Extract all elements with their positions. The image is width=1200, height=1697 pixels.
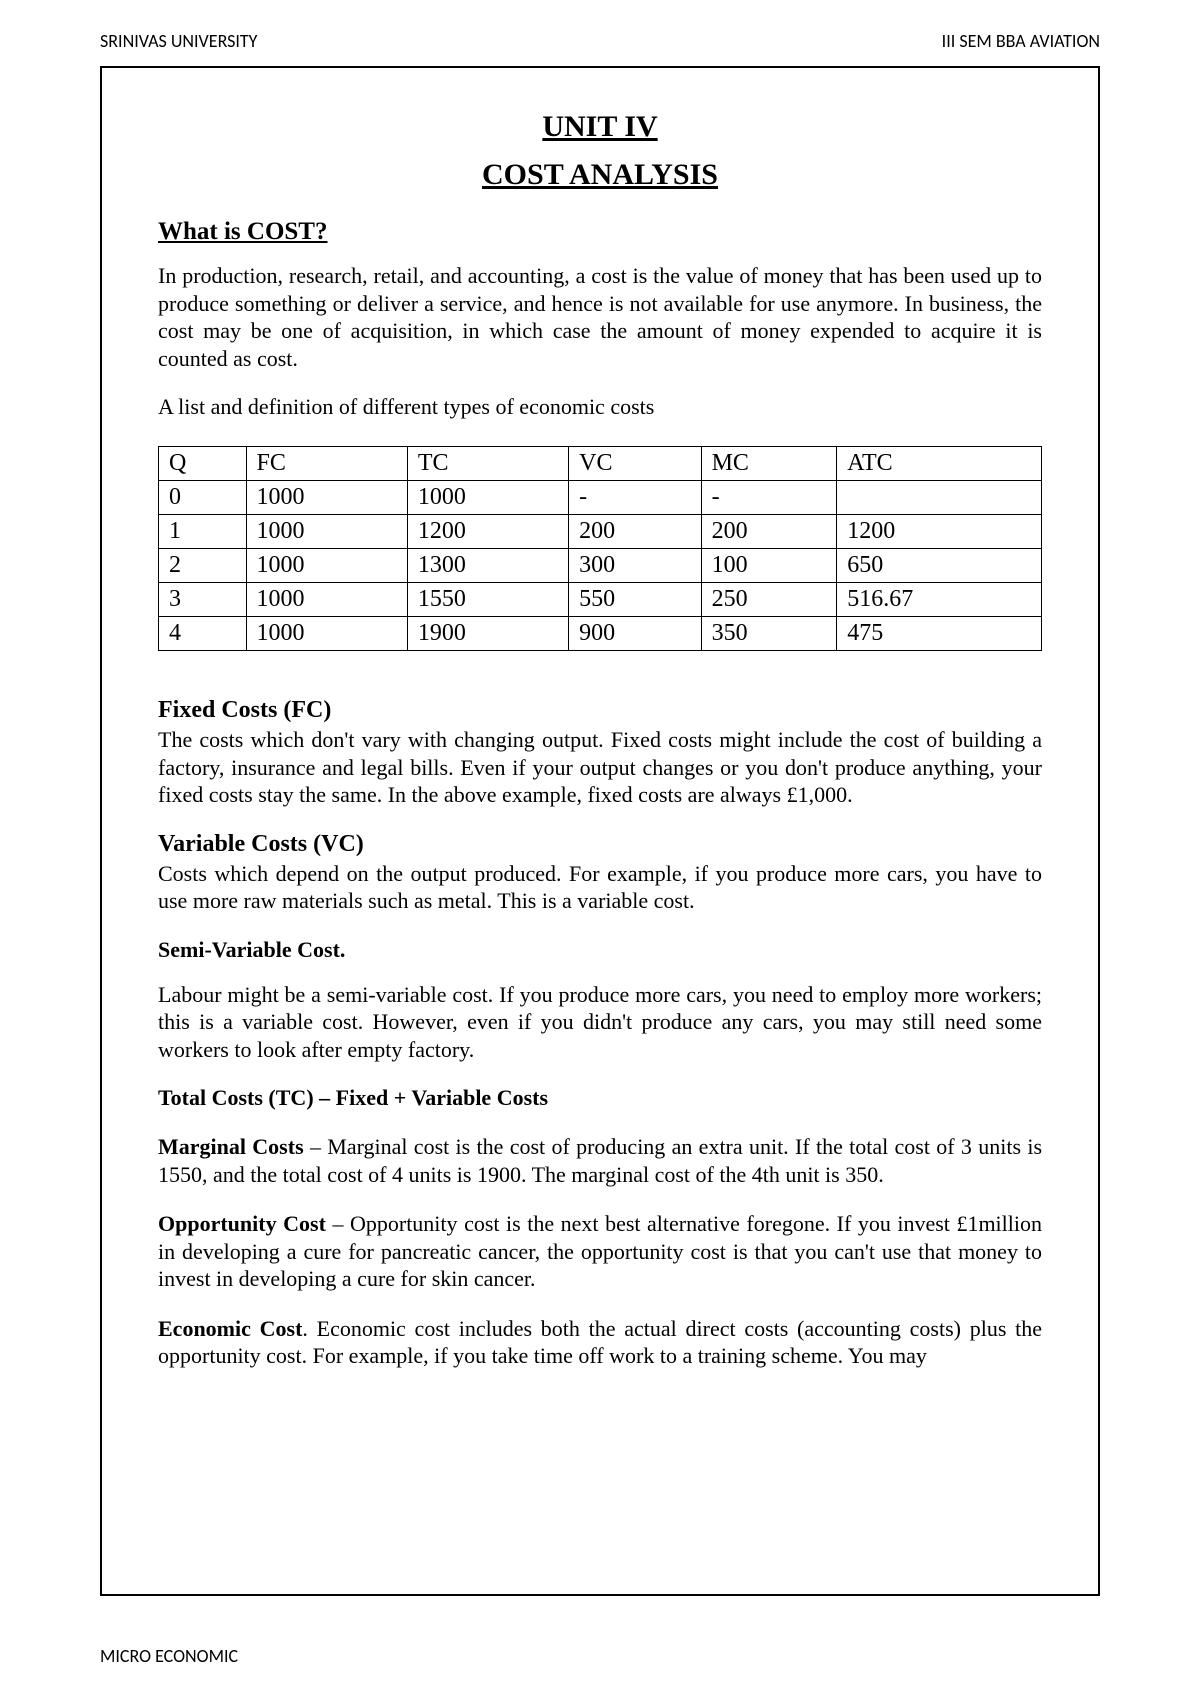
table-cell: 200 xyxy=(569,515,701,549)
table-cell: 650 xyxy=(837,549,1042,583)
table-row: 3 1000 1550 550 250 516.67 xyxy=(159,583,1042,617)
table-row: 1 1000 1200 200 200 1200 xyxy=(159,515,1042,549)
table-cell: 1550 xyxy=(407,583,568,617)
table-cell: 100 xyxy=(701,549,837,583)
ec-paragraph: Economic Cost. Economic cost includes bo… xyxy=(158,1315,1042,1370)
main-title: COST ANALYSIS xyxy=(158,158,1042,192)
table-row: 0 1000 1000 - - xyxy=(159,481,1042,515)
header-right: III SEM BBA AVIATION xyxy=(942,30,1100,52)
header-left: SRINIVAS UNIVERSITY xyxy=(100,30,257,52)
table-cell: 0 xyxy=(159,481,247,515)
oc-label: Opportunity Cost xyxy=(158,1211,326,1236)
oc-paragraph: Opportunity Cost – Opportunity cost is t… xyxy=(158,1210,1042,1293)
table-cell: 1000 xyxy=(246,515,407,549)
table-cell: 475 xyxy=(837,617,1042,651)
table-cell: - xyxy=(701,481,837,515)
table-cell: 1000 xyxy=(246,549,407,583)
table-cell: 1 xyxy=(159,515,247,549)
tc-heading: Total Costs (TC) – Fixed + Variable Cost… xyxy=(158,1085,1042,1111)
vc-body: Costs which depend on the output produce… xyxy=(158,860,1042,915)
table-cell: 1000 xyxy=(246,617,407,651)
table-cell: 200 xyxy=(701,515,837,549)
table-cell: 1000 xyxy=(246,583,407,617)
table-row: 4 1000 1900 900 350 475 xyxy=(159,617,1042,651)
ec-label: Economic Cost xyxy=(158,1316,302,1341)
vc-heading: Variable Costs (VC) xyxy=(158,831,1042,858)
table-cell: 1000 xyxy=(246,481,407,515)
semi-body: Labour might be a semi-variable cost. If… xyxy=(158,981,1042,1064)
table-cell: Q xyxy=(159,447,247,481)
table-cell: 250 xyxy=(701,583,837,617)
table-cell: MC xyxy=(701,447,837,481)
table-cell: 300 xyxy=(569,549,701,583)
fc-heading: Fixed Costs (FC) xyxy=(158,697,1042,724)
question-heading: What is COST? xyxy=(158,218,1042,246)
fc-body: The costs which don't vary with changing… xyxy=(158,726,1042,809)
page-footer: MICRO ECONOMIC xyxy=(100,1645,238,1667)
list-intro: A list and definition of different types… xyxy=(158,394,1042,420)
title-block: UNIT IV COST ANALYSIS xyxy=(158,110,1042,192)
table-cell: 1200 xyxy=(837,515,1042,549)
page-header: SRINIVAS UNIVERSITY III SEM BBA AVIATION xyxy=(100,30,1100,52)
table-cell: 1000 xyxy=(407,481,568,515)
table-cell: 3 xyxy=(159,583,247,617)
table-cell: 900 xyxy=(569,617,701,651)
mc-label: Marginal Costs xyxy=(158,1134,304,1159)
table-cell: 1300 xyxy=(407,549,568,583)
table-header-row: Q FC TC VC MC ATC xyxy=(159,447,1042,481)
table-cell: - xyxy=(569,481,701,515)
table-cell: 1900 xyxy=(407,617,568,651)
table-cell: VC xyxy=(569,447,701,481)
table-cell: 2 xyxy=(159,549,247,583)
cost-table: Q FC TC VC MC ATC 0 1000 1000 - - 1 1000… xyxy=(158,446,1042,651)
table-cell: TC xyxy=(407,447,568,481)
table-cell: 550 xyxy=(569,583,701,617)
table-row: 2 1000 1300 300 100 650 xyxy=(159,549,1042,583)
table-cell: 1200 xyxy=(407,515,568,549)
semi-heading: Semi-Variable Cost. xyxy=(158,937,1042,963)
table-cell: 350 xyxy=(701,617,837,651)
table-cell: 4 xyxy=(159,617,247,651)
table-cell: FC xyxy=(246,447,407,481)
intro-paragraph: In production, research, retail, and acc… xyxy=(158,262,1042,372)
table-cell: 516.67 xyxy=(837,583,1042,617)
content-frame: UNIT IV COST ANALYSIS What is COST? In p… xyxy=(100,66,1100,1596)
mc-paragraph: Marginal Costs – Marginal cost is the co… xyxy=(158,1133,1042,1188)
unit-title: UNIT IV xyxy=(158,110,1042,144)
table-cell xyxy=(837,481,1042,515)
table-cell: ATC xyxy=(837,447,1042,481)
